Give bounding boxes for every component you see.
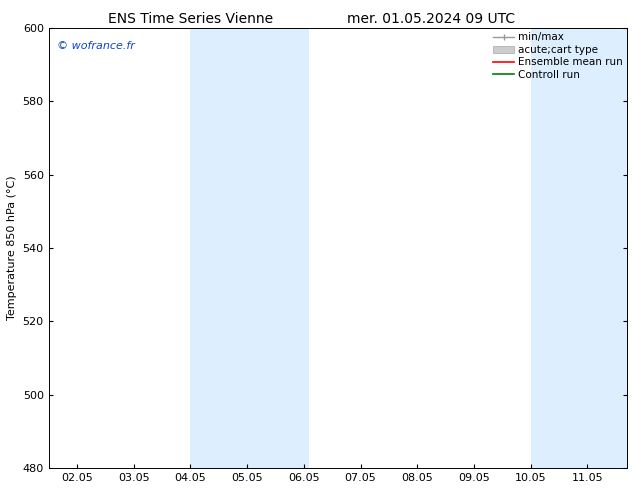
Bar: [190, 28, 309, 468]
Text: mer. 01.05.2024 09 UTC: mer. 01.05.2024 09 UTC: [347, 12, 515, 26]
Legend: min/max, acute;cart type, Ensemble mean run, Controll run: min/max, acute;cart type, Ensemble mean …: [491, 30, 625, 82]
Text: © wofrance.fr: © wofrance.fr: [57, 41, 135, 51]
Text: ENS Time Series Vienne: ENS Time Series Vienne: [108, 12, 273, 26]
Y-axis label: Temperature 850 hPa (°C): Temperature 850 hPa (°C): [7, 176, 17, 320]
Bar: [531, 28, 627, 468]
